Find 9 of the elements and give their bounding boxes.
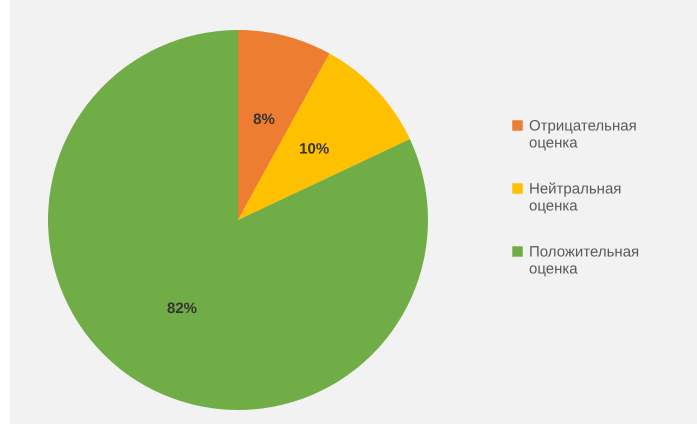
legend-label: Отрицательная оценка (529, 118, 637, 152)
data-label: 10% (299, 140, 330, 158)
data-label: 82% (166, 300, 198, 318)
legend-label: Нейтральная оценка (529, 180, 622, 214)
data-label: 8% (253, 110, 275, 128)
pie-slice (238, 54, 410, 220)
pie-slice (238, 30, 330, 220)
legend-label: Положительная оценка (529, 244, 640, 278)
pie-slice (48, 30, 428, 410)
